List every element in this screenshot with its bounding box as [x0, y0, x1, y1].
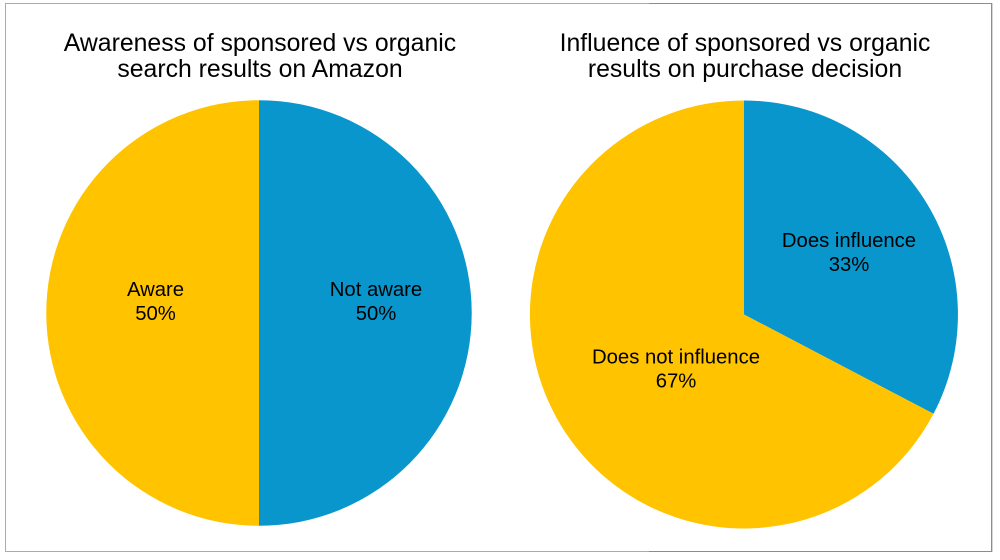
svg-text:Not aware: Not aware: [330, 279, 422, 301]
svg-text:Influence of sponsored vs orga: Influence of sponsored vs organic: [560, 30, 931, 57]
svg-text:50%: 50%: [356, 303, 397, 325]
svg-text:Aware: Aware: [127, 279, 184, 301]
svg-text:67%: 67%: [656, 371, 697, 393]
svg-text:50%: 50%: [135, 303, 176, 325]
svg-text:search results on Amazon: search results on Amazon: [117, 56, 402, 83]
svg-text:Awareness of sponsored vs orga: Awareness of sponsored vs organic: [64, 30, 456, 57]
svg-text:Does not influence: Does not influence: [592, 346, 760, 368]
svg-text:Does influence: Does influence: [782, 230, 916, 252]
svg-text:33%: 33%: [829, 254, 870, 276]
svg-text:results on purchase decision: results on purchase decision: [588, 56, 902, 83]
